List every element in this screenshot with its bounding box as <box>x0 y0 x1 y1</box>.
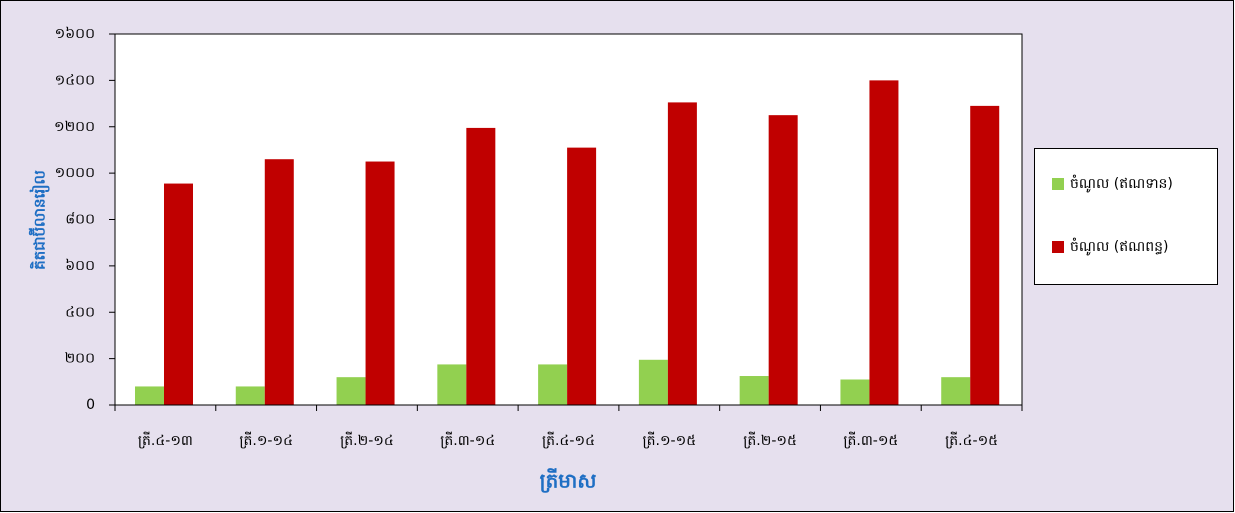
bar <box>869 80 899 405</box>
bar <box>667 102 697 405</box>
bar <box>437 364 467 405</box>
bar <box>638 359 668 405</box>
x-tick-label: ត្រី.១-១៤ <box>239 431 293 449</box>
x-tick-label: ត្រី.៤-១៣ <box>138 431 193 449</box>
bar <box>164 183 193 405</box>
bar <box>970 105 1000 405</box>
bar <box>538 364 568 405</box>
y-tick-label: ៤០០ <box>65 304 95 320</box>
y-tick-label: ១២០០ <box>54 119 95 135</box>
x-tick-label: ត្រី.៣-១៥ <box>843 431 898 449</box>
y-axis-title: គិតជាប៊ីលានរៀល <box>29 170 51 270</box>
y-tick-label: ៨០០ <box>65 212 95 228</box>
bar <box>567 147 597 405</box>
x-tick-label: ត្រី.៤-១៥ <box>945 431 998 449</box>
bar <box>840 379 870 405</box>
y-tick-label: ១៤០០ <box>55 72 95 88</box>
y-tick-label: 0 <box>86 397 95 413</box>
bar <box>365 161 395 405</box>
x-tick-label: ត្រី.៣-១៤ <box>440 431 495 449</box>
bar <box>941 377 971 405</box>
legend-box <box>1034 148 1218 285</box>
legend-label: ចំណូល (ឥណទាន) <box>1070 174 1173 193</box>
y-tick-label: ២០០ <box>65 351 95 367</box>
x-tick-label: ត្រី.៤-១៤ <box>542 431 595 449</box>
x-axis-title: ត្រីមាស <box>540 468 597 494</box>
x-tick-label: ត្រី.២-១៤ <box>340 431 394 449</box>
bar <box>768 115 798 405</box>
legend-swatch <box>1052 241 1064 253</box>
legend-swatch <box>1052 178 1064 190</box>
x-tick-label: ត្រី.២-១៥ <box>743 431 797 449</box>
y-tick-label: ១០០០ <box>55 165 95 181</box>
bar <box>235 386 265 405</box>
bar <box>336 377 366 405</box>
bar <box>466 127 496 406</box>
y-tick-label: ១៦០០ <box>55 26 95 42</box>
y-tick-label: ៦០០ <box>65 258 95 274</box>
x-tick-label: ត្រី.១-១៥ <box>642 431 696 449</box>
bar <box>135 386 164 405</box>
bar <box>739 376 769 405</box>
bar <box>264 159 294 405</box>
legend-label: ចំណូល (ឥណពន្ធ) <box>1070 237 1168 256</box>
